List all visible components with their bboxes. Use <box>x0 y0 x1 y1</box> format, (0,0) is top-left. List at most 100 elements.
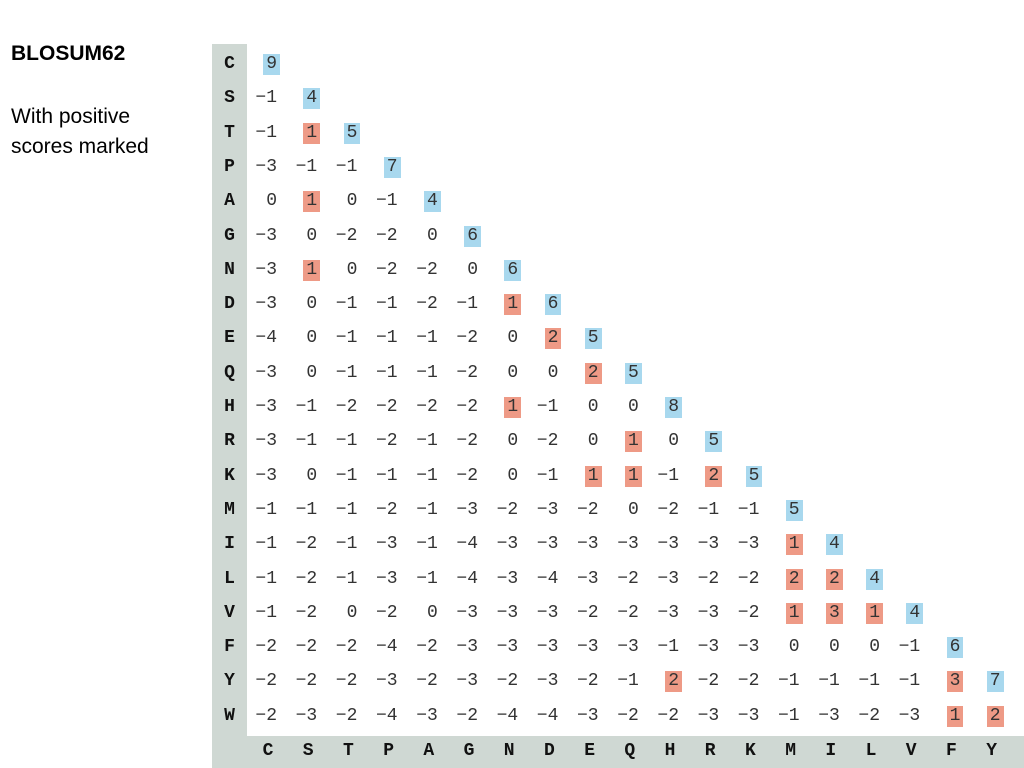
matrix-cell-l-h: −3 <box>622 568 682 590</box>
column-label-s: S <box>302 741 314 761</box>
column-label-v: V <box>905 741 917 761</box>
cell-value: −3 <box>255 156 277 177</box>
cell-value: −1 <box>657 465 679 486</box>
matrix-cell-q-t: −1 <box>300 362 360 384</box>
cell-value: 2 <box>584 362 602 384</box>
subtitle-line-2: scores marked <box>11 135 149 158</box>
matrix-cell-y-r: −2 <box>662 670 722 692</box>
row-label-k: K <box>224 465 235 486</box>
matrix-cell-i-p: −3 <box>341 533 401 555</box>
cell-value: −1 <box>335 362 358 383</box>
cell-value: −1 <box>416 534 438 555</box>
cell-value: −3 <box>456 671 478 692</box>
matrix-cell-f-r: −3 <box>662 636 722 658</box>
matrix-cell-e-c: −4 <box>220 327 280 349</box>
matrix-cell-h-g: −2 <box>421 396 481 418</box>
cell-value: −1 <box>737 499 760 520</box>
matrix-cell-f-k: −3 <box>702 636 762 658</box>
cell-value: 2 <box>986 705 1004 727</box>
cell-value: 0 <box>306 328 318 349</box>
cell-value: −2 <box>375 225 398 246</box>
matrix-cell-w-t: −2 <box>300 705 360 727</box>
cell-value: −1 <box>657 637 679 658</box>
cell-value: 2 <box>785 568 803 590</box>
cell-value: −3 <box>657 534 679 555</box>
matrix-cell-n-g: 0 <box>421 259 481 281</box>
cell-value: −1 <box>255 122 277 143</box>
matrix-cell-m-a: −1 <box>381 499 441 521</box>
column-label-e: E <box>584 741 595 761</box>
cell-value: 0 <box>869 637 880 658</box>
cell-value: −2 <box>255 637 277 658</box>
cell-value: −2 <box>416 294 438 315</box>
cell-value: −2 <box>295 671 318 692</box>
column-label-m: M <box>785 741 796 761</box>
column-label-band <box>212 736 1024 768</box>
matrix-cell-m-g: −3 <box>421 499 481 521</box>
matrix-cell-y-d: −3 <box>501 670 561 692</box>
cell-value: −2 <box>657 705 679 726</box>
matrix-cell-w-r: −3 <box>662 705 722 727</box>
row-label-c: C <box>224 54 235 74</box>
matrix-cell-w-k: −3 <box>702 705 762 727</box>
cell-value: −2 <box>697 671 720 692</box>
matrix-cell-k-g: −2 <box>421 465 481 487</box>
matrix-cell-l-n: −3 <box>461 568 521 590</box>
cell-value: −1 <box>255 568 277 589</box>
row-label-f: F <box>224 637 235 658</box>
matrix-cell-f-s: −2 <box>260 636 320 658</box>
row-label-p: P <box>224 156 235 177</box>
matrix-cell-h-e: 0 <box>542 396 602 418</box>
matrix-cell-n-s: 1 <box>260 259 321 281</box>
matrix-cell-r-c: −3 <box>220 430 280 452</box>
cell-value: 1 <box>624 431 642 453</box>
matrix-cell-w-i: −3 <box>783 705 843 727</box>
cell-value: −4 <box>496 705 519 726</box>
cell-value: −1 <box>335 156 358 177</box>
cell-value: −3 <box>576 568 599 589</box>
cell-value: −4 <box>536 705 559 726</box>
cell-value: −3 <box>496 534 519 555</box>
row-label-d: D <box>224 294 235 315</box>
matrix-cell-i-i: 4 <box>783 533 843 556</box>
matrix-cell-l-t: −1 <box>300 568 360 590</box>
matrix-cell-v-p: −2 <box>341 602 401 624</box>
page-title: BLOSUM62 <box>11 42 126 65</box>
matrix-cell-k-q: 1 <box>582 465 642 487</box>
matrix-cell-k-h: −1 <box>622 465 682 487</box>
cell-value: −3 <box>456 637 478 658</box>
cell-value: 0 <box>507 465 519 486</box>
cell-value: −3 <box>818 705 840 726</box>
matrix-cell-f-p: −4 <box>341 636 401 658</box>
cell-value: −3 <box>536 602 559 623</box>
cell-value: −2 <box>858 705 880 726</box>
matrix-cell-k-a: −1 <box>381 465 441 487</box>
cell-value: −2 <box>456 465 478 486</box>
cell-value: 5 <box>343 122 361 144</box>
cell-value: −2 <box>617 602 639 623</box>
matrix-cell-v-n: −3 <box>461 602 521 624</box>
matrix-cell-f-f: 6 <box>903 636 964 659</box>
cell-value: −1 <box>335 499 358 520</box>
matrix-cell-w-f: 1 <box>903 705 964 727</box>
matrix-cell-q-d: 0 <box>501 362 561 384</box>
matrix-cell-m-s: −1 <box>260 499 320 521</box>
cell-value: −3 <box>617 637 639 658</box>
matrix-cell-v-c: −1 <box>220 602 280 624</box>
cell-value: −1 <box>536 465 559 486</box>
matrix-cell-p-p: 7 <box>341 156 401 178</box>
matrix-cell-y-t: −2 <box>300 670 360 692</box>
matrix-cell-i-c: −1 <box>220 533 280 555</box>
cell-value: 4 <box>866 568 883 590</box>
matrix-cell-w-g: −2 <box>421 705 481 727</box>
cell-value: −1 <box>255 602 277 623</box>
matrix-cell-v-k: −2 <box>702 602 762 624</box>
cell-value: −1 <box>335 568 358 589</box>
row-label-w: W <box>224 705 235 726</box>
column-label-y: Y <box>986 741 997 761</box>
cell-value: −3 <box>456 499 478 520</box>
cell-value: 0 <box>266 191 277 212</box>
matrix-cell-g-a: 0 <box>381 225 441 247</box>
cell-value: −1 <box>416 465 438 486</box>
matrix-cell-f-m: 0 <box>743 636 803 658</box>
